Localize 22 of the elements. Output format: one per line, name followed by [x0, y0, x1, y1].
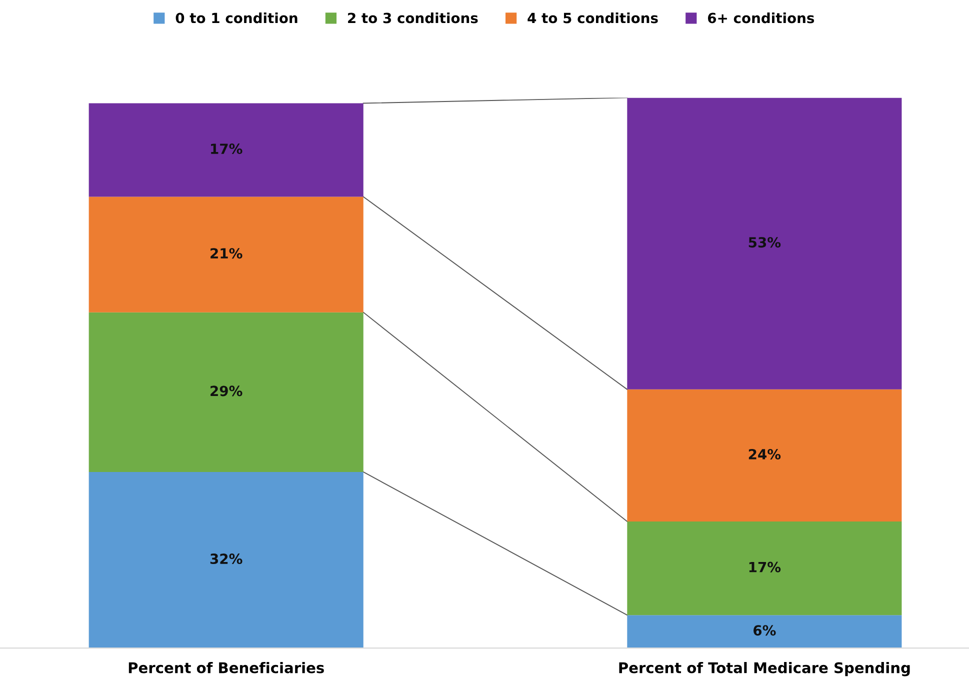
legend-label: 0 to 1 condition	[176, 12, 298, 24]
bar	[88, 472, 364, 648]
x-tick-label: Percent of Total Medicare Spending	[619, 662, 910, 676]
legend-label: 6+ conditions	[708, 12, 814, 24]
bar	[88, 196, 364, 312]
data-label: 17%	[211, 144, 242, 154]
data-label: 53%	[748, 237, 781, 248]
legend-label: 2 to 3 conditions	[348, 12, 478, 24]
bar	[627, 98, 902, 390]
legend-label: 4 to 5 conditions	[528, 12, 658, 24]
bar	[627, 389, 902, 522]
data-label: 6%	[754, 625, 776, 636]
data-label: 17%	[749, 562, 781, 572]
data-label: 32%	[210, 554, 242, 564]
data-label: 29%	[210, 386, 242, 396]
data-label: 24%	[748, 448, 781, 460]
bar	[627, 522, 902, 616]
x-tick-label: Percent of Beneficiaries	[128, 662, 324, 674]
bar	[88, 103, 364, 197]
data-label: 21%	[210, 248, 242, 259]
bar	[88, 312, 364, 472]
bar	[627, 615, 902, 648]
